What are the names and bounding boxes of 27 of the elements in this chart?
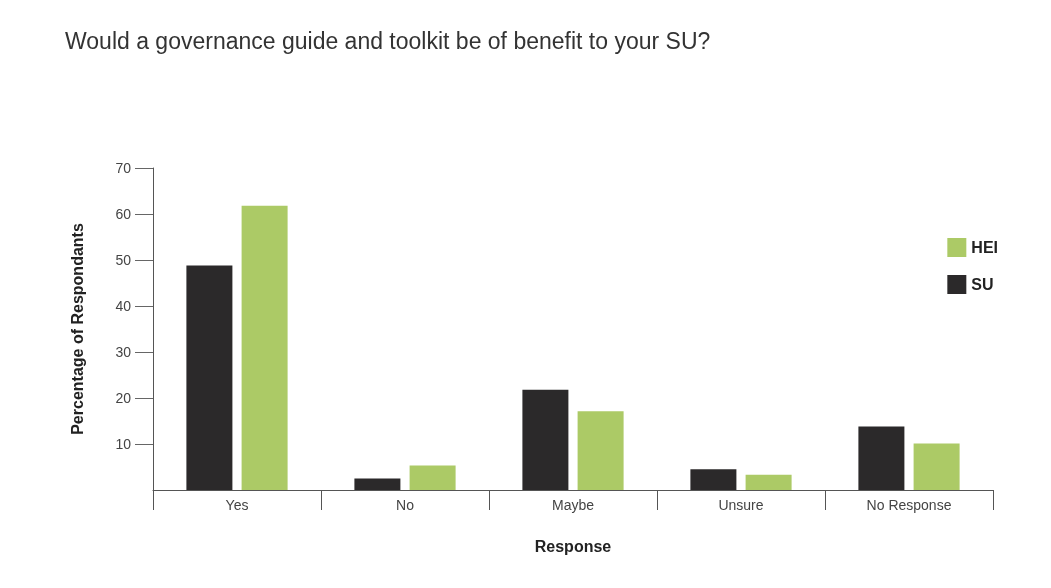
y-tick-label: 70 bbox=[115, 160, 132, 176]
y-tick-label: 40 bbox=[115, 298, 132, 314]
bar bbox=[858, 426, 905, 490]
y-tick-label: 30 bbox=[115, 344, 132, 360]
x-tick-label: Maybe bbox=[551, 497, 595, 513]
bar bbox=[577, 411, 624, 490]
bar bbox=[913, 443, 960, 490]
y-tick-label: 50 bbox=[115, 252, 132, 268]
y-tick-label: 60 bbox=[115, 206, 132, 222]
y-axis-title: Percentage of Respondants bbox=[68, 223, 86, 435]
bar bbox=[522, 389, 569, 490]
x-tick-label: Unsure bbox=[718, 497, 764, 513]
x-tick-label: No Response bbox=[866, 497, 952, 513]
bar bbox=[745, 474, 792, 490]
bar bbox=[241, 205, 288, 490]
chart-title: Would a governance guide and toolkit be of benefit to your SU? bbox=[65, 27, 711, 54]
bar bbox=[186, 265, 233, 490]
bar bbox=[354, 478, 401, 490]
x-tick-label: No bbox=[396, 497, 415, 513]
legend-label: SU bbox=[971, 276, 994, 293]
x-tick-label: Yes bbox=[225, 497, 249, 513]
x-axis-title: Response bbox=[534, 537, 612, 555]
y-tick-label: 20 bbox=[115, 390, 132, 406]
y-tick-label: 10 bbox=[115, 436, 132, 452]
bar bbox=[409, 465, 456, 490]
bar bbox=[690, 469, 737, 490]
legend-label: HEI bbox=[971, 239, 998, 256]
